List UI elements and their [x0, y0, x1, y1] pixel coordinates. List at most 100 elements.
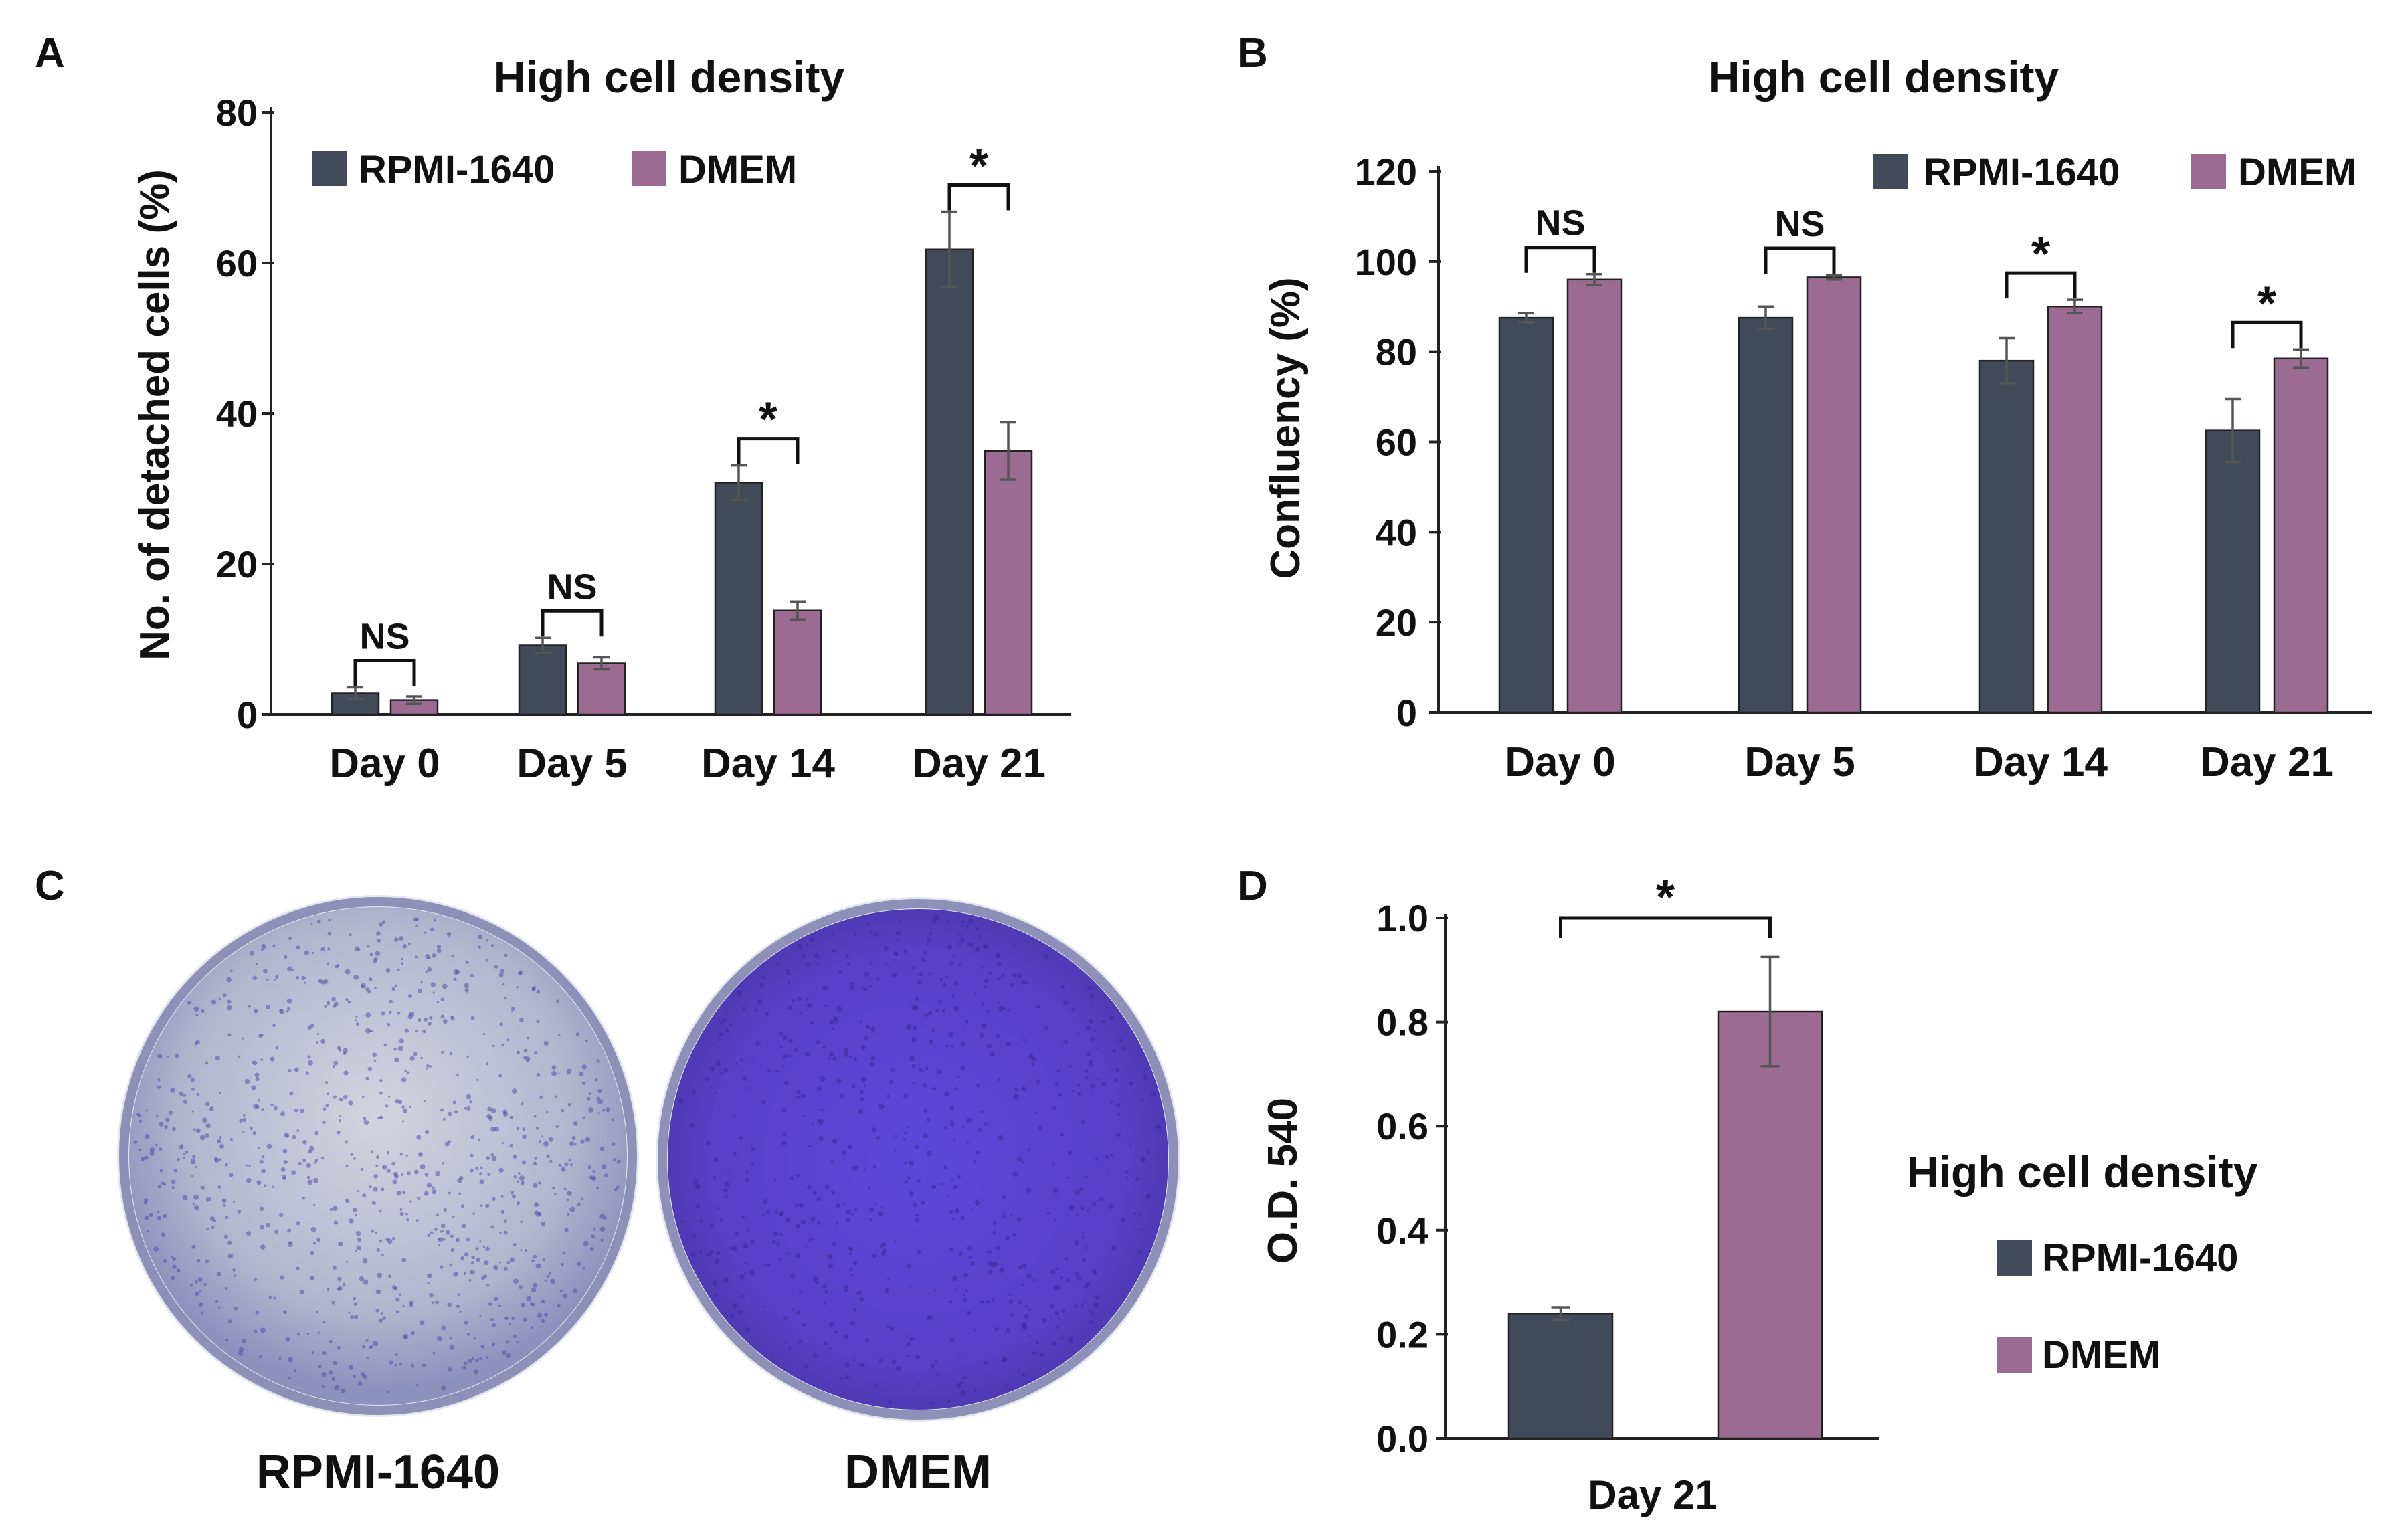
- cell-speck: [719, 1021, 723, 1025]
- cell-speck: [307, 1179, 313, 1185]
- cell-speck: [314, 1131, 319, 1135]
- cell-speck: [798, 1290, 802, 1293]
- cell-speck: [948, 1032, 954, 1038]
- cell-speck: [1005, 1327, 1010, 1333]
- cell-speck: [826, 987, 829, 990]
- cell-speck: [492, 1197, 496, 1201]
- cell-speck: [310, 1023, 314, 1028]
- cell-speck: [473, 1369, 479, 1375]
- cell-speck: [561, 1167, 566, 1172]
- cell-speck: [829, 1052, 834, 1057]
- cell-speck: [170, 1275, 175, 1280]
- cell-speck: [357, 1190, 360, 1193]
- cell-speck: [798, 943, 803, 949]
- cell-speck: [317, 1331, 320, 1334]
- cell-speck: [896, 938, 899, 941]
- cell-speck: [471, 1357, 474, 1361]
- cell-speck: [248, 1165, 251, 1167]
- cell-speck: [322, 1121, 326, 1124]
- cell-speck: [949, 1248, 953, 1252]
- cell-speck: [327, 947, 331, 951]
- cell-speck: [213, 1157, 218, 1161]
- cell-speck: [996, 961, 1002, 967]
- cell-speck: [554, 1193, 557, 1195]
- cell-speck: [516, 1201, 521, 1206]
- cell-speck: [375, 1164, 379, 1167]
- cell-speck: [520, 1303, 526, 1308]
- cell-speck: [287, 1242, 293, 1248]
- cell-speck: [482, 1032, 486, 1036]
- cell-speck: [183, 1100, 187, 1104]
- cell-speck: [614, 1188, 618, 1192]
- cell-speck: [377, 1272, 383, 1278]
- cell-speck: [589, 1175, 593, 1179]
- cell-speck: [1058, 1093, 1063, 1097]
- cell-speck: [238, 1347, 244, 1353]
- cell-speck: [415, 1030, 418, 1033]
- cell-speck: [832, 1139, 838, 1144]
- cell-speck: [310, 1226, 316, 1232]
- cell-speck: [455, 969, 460, 975]
- cell-speck: [502, 1109, 508, 1115]
- cell-speck: [973, 1388, 977, 1393]
- cell-speck: [176, 1268, 181, 1273]
- cell-speck: [957, 1076, 959, 1079]
- cell-speck: [790, 1176, 794, 1181]
- cell-speck: [864, 1036, 869, 1041]
- cell-speck: [195, 1128, 201, 1133]
- cell-speck: [895, 931, 901, 936]
- cell-speck: [926, 937, 931, 942]
- cell-speck: [348, 1311, 351, 1314]
- cell-speck: [574, 1143, 577, 1146]
- cell-speck: [979, 935, 982, 938]
- cell-speck: [986, 1009, 990, 1013]
- cell-speck: [282, 1149, 288, 1154]
- cell-speck: [430, 1231, 434, 1235]
- cell-speck: [234, 1274, 237, 1277]
- cell-speck: [238, 1351, 243, 1356]
- cell-speck: [191, 1244, 196, 1249]
- cell-speck: [195, 1165, 197, 1169]
- cell-speck: [963, 1298, 967, 1302]
- cell-speck: [974, 1329, 977, 1331]
- cell-speck: [551, 1065, 557, 1070]
- cell-speck: [513, 1175, 517, 1179]
- cell-speck: [1060, 1309, 1065, 1313]
- cell-speck: [824, 1290, 828, 1294]
- cell-speck: [521, 1102, 524, 1106]
- cell-speck: [1060, 1337, 1064, 1340]
- cell-speck: [1101, 1019, 1105, 1024]
- cell-speck: [936, 1373, 940, 1377]
- cell-speck: [258, 1033, 263, 1038]
- cell-speck: [906, 1342, 911, 1347]
- cell-speck: [394, 1363, 397, 1367]
- cell-speck: [490, 1225, 494, 1229]
- cell-speck: [725, 1009, 729, 1012]
- cell-speck: [533, 1254, 537, 1259]
- cell-speck: [747, 1228, 750, 1232]
- cell-speck: [327, 931, 332, 936]
- cell-speck: [1012, 1171, 1018, 1177]
- cell-speck: [193, 1006, 199, 1012]
- y-tick-label: 60: [1376, 421, 1417, 464]
- cell-speck: [299, 1289, 304, 1295]
- panel-b-title: High cell density: [1708, 52, 2059, 102]
- cell-speck: [1008, 1298, 1014, 1305]
- cell-speck: [170, 1087, 175, 1093]
- cell-speck: [287, 1228, 292, 1233]
- cell-speck: [860, 1045, 866, 1050]
- cell-speck: [417, 988, 423, 994]
- cell-speck: [423, 1017, 428, 1022]
- cell-speck: [350, 1315, 354, 1319]
- cell-speck: [765, 1012, 769, 1016]
- cell-speck: [581, 1064, 587, 1070]
- cell-speck: [288, 1068, 292, 1072]
- cell-speck: [763, 1305, 766, 1308]
- cell-speck: [785, 969, 790, 973]
- cell-speck: [179, 1091, 184, 1096]
- cell-speck: [369, 1185, 372, 1189]
- cell-speck: [492, 1044, 495, 1048]
- cell-speck: [387, 1022, 391, 1026]
- cell-speck: [165, 1117, 170, 1122]
- cell-speck: [1031, 1062, 1035, 1066]
